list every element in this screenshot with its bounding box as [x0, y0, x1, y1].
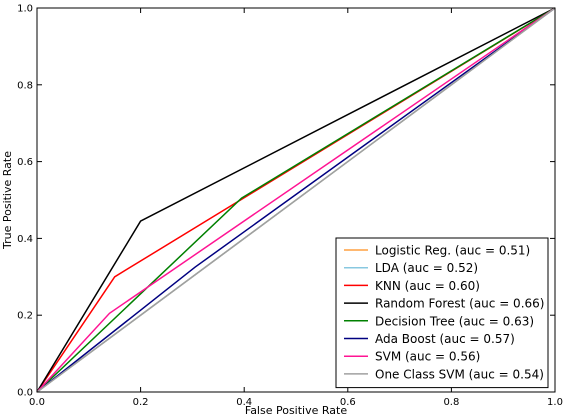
series-line-6: [36, 7, 556, 393]
legend-label: Decision Tree (auc = 0.63): [375, 314, 534, 328]
y-tick-label: 0.4: [17, 234, 33, 245]
legend-label: SVM (auc = 0.56): [375, 350, 480, 364]
series-line-4: [36, 7, 556, 393]
series-line-5: [36, 7, 556, 393]
legend-box: [335, 237, 549, 389]
series-lines: [36, 7, 556, 393]
series-line-7: [36, 7, 556, 393]
x-tick-label: 1.0: [547, 397, 563, 408]
y-tick-label: 0.2: [17, 311, 33, 322]
plot-frame: [36, 7, 556, 393]
legend-label: Ada Boost (auc = 0.57): [375, 332, 515, 346]
x-tick-label: 0.8: [443, 397, 459, 408]
x-axis-label: False Positive Rate: [245, 404, 347, 417]
legend-label: Random Forest (auc = 0.66): [375, 297, 544, 311]
legend-label: Logistic Reg. (auc = 0.51): [375, 244, 530, 258]
series-line-3: [36, 7, 556, 393]
legend: Logistic Reg. (auc = 0.51) LDA (auc = 0.5…: [335, 237, 549, 389]
legend-label: KNN (auc = 0.60): [375, 279, 480, 293]
y-tick-label: 0.6: [17, 157, 33, 168]
y-tick-label: 0.8: [17, 80, 33, 91]
x-tick-label: 0.2: [133, 397, 149, 408]
y-tick-label: 1.0: [17, 4, 33, 15]
x-tick-label: 0.0: [29, 397, 45, 408]
legend-label: LDA (auc = 0.52): [375, 261, 478, 275]
y-axis-label: True Positive Rate: [1, 151, 14, 250]
legend-label: One Class SVM (auc = 0.54): [375, 367, 544, 381]
ticks-layer: 0.0 0.2 0.4 0.6 0.8 1.0 0.0 0.2 0.4 0.6 0.8 1.0: [17, 4, 563, 409]
y-tick-label: 0.0: [17, 388, 33, 399]
x-tick-label: 0.6: [340, 397, 356, 408]
x-tick-label: 0.4: [236, 397, 252, 408]
